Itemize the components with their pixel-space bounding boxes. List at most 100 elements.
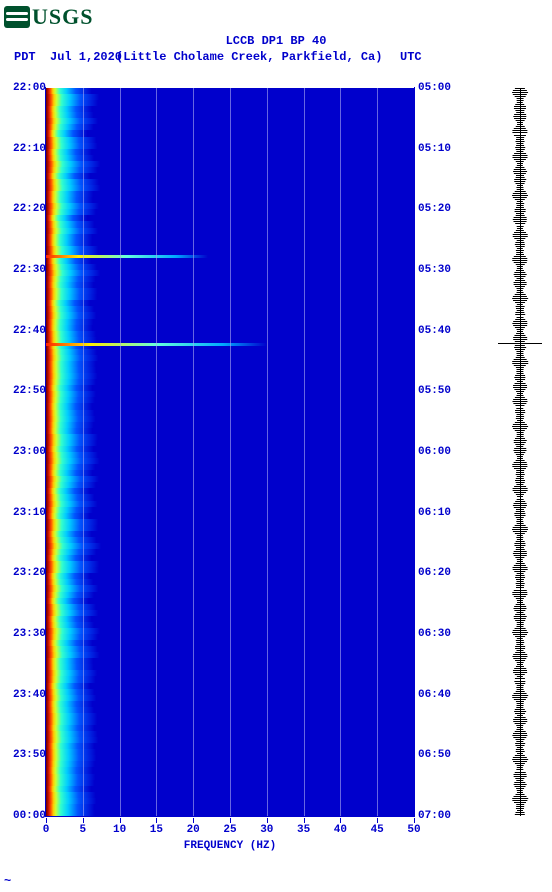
wf-sample xyxy=(514,782,525,783)
wf-sample xyxy=(516,729,523,730)
wf-sample xyxy=(517,290,523,291)
wf-sample xyxy=(515,223,525,224)
wf-sample xyxy=(516,691,525,692)
wf-sample xyxy=(517,310,524,311)
wf-sample xyxy=(517,278,524,279)
wf-sample xyxy=(513,553,527,554)
wf-sample xyxy=(517,373,524,374)
wf-sample xyxy=(516,470,524,471)
wf-sample xyxy=(512,592,527,593)
wf-sample xyxy=(517,432,524,433)
y-tick: 06:40 xyxy=(418,689,451,701)
wf-sample xyxy=(514,274,527,275)
wf-sample xyxy=(516,626,523,627)
wf-sample xyxy=(513,654,527,655)
wf-sample xyxy=(513,296,527,297)
wf-sample xyxy=(517,268,523,269)
header-pdt-label: PDT xyxy=(14,50,36,64)
wf-sample xyxy=(513,490,528,491)
wf-sample xyxy=(515,294,526,295)
wf-sample xyxy=(517,395,524,396)
wf-sample xyxy=(517,201,523,202)
wf-sample xyxy=(517,100,524,101)
wf-sample xyxy=(514,555,527,556)
wf-sample xyxy=(513,197,527,198)
wf-sample xyxy=(513,527,528,528)
wf-sample xyxy=(516,517,524,518)
wf-sample xyxy=(516,478,524,479)
wf-sample xyxy=(513,733,527,734)
wf-sample xyxy=(516,585,524,586)
x-tick-mark xyxy=(340,818,341,823)
y-tick: 23:00 xyxy=(13,446,46,458)
wf-sample xyxy=(516,149,525,150)
wf-sample xyxy=(516,367,524,368)
wf-sample xyxy=(512,656,527,657)
wf-sample xyxy=(515,648,525,649)
wf-sample xyxy=(514,359,527,360)
wf-sample xyxy=(515,674,525,675)
wf-sample xyxy=(516,177,525,178)
wf-sample xyxy=(514,565,526,566)
wf-sample xyxy=(516,575,525,576)
wf-sample xyxy=(516,812,525,813)
wf-sample xyxy=(514,462,527,463)
wf-sample xyxy=(515,755,525,756)
y-tick: 05:10 xyxy=(418,143,451,155)
wf-sample xyxy=(515,345,525,346)
wf-sample xyxy=(515,383,526,384)
x-tick: 45 xyxy=(371,824,384,836)
x-tick: 30 xyxy=(260,824,273,836)
x-tick: 5 xyxy=(79,824,86,836)
x-tick: 0 xyxy=(43,824,50,836)
wf-sample xyxy=(514,774,527,775)
wf-sample xyxy=(514,618,526,619)
wf-sample xyxy=(517,624,524,625)
wf-sample xyxy=(515,341,525,342)
y-tick: 05:20 xyxy=(418,203,451,215)
wf-sample xyxy=(512,426,528,427)
wf-sample xyxy=(515,525,526,526)
wf-sample xyxy=(512,258,527,259)
header-date: Jul 1,2020 xyxy=(50,50,122,64)
wf-sample xyxy=(514,606,526,607)
wf-sample xyxy=(516,751,525,752)
x-tick-mark xyxy=(267,818,268,823)
wf-sample xyxy=(512,466,527,467)
wf-sample xyxy=(513,672,527,673)
wf-sample xyxy=(516,126,525,127)
wf-sample xyxy=(517,573,524,574)
wf-spike xyxy=(498,343,542,344)
gridline-v xyxy=(377,88,378,816)
wf-sample xyxy=(517,499,524,500)
wf-sample xyxy=(517,767,523,768)
wf-sample xyxy=(514,616,527,617)
wf-sample xyxy=(515,302,525,303)
wf-sample xyxy=(516,252,523,253)
x-tick: 25 xyxy=(223,824,236,836)
x-tick: 15 xyxy=(150,824,163,836)
wf-sample xyxy=(516,454,524,455)
wf-sample xyxy=(512,260,527,261)
wf-sample xyxy=(514,551,527,552)
x-tick: 35 xyxy=(297,824,310,836)
wf-sample xyxy=(515,763,525,764)
wf-sample xyxy=(516,808,524,809)
wf-sample xyxy=(515,211,526,212)
wf-sample xyxy=(515,405,524,406)
wf-sample xyxy=(516,391,524,392)
wf-sample xyxy=(512,298,528,299)
axis-border-right xyxy=(414,87,415,817)
wf-sample xyxy=(516,203,524,204)
wf-sample xyxy=(514,681,525,682)
wf-sample xyxy=(516,745,525,746)
wf-sample xyxy=(513,634,527,635)
wf-sample xyxy=(515,772,526,773)
wf-sample xyxy=(514,545,525,546)
y-tick: 06:00 xyxy=(418,446,451,458)
wf-sample xyxy=(517,535,523,536)
spectrogram-canvas xyxy=(46,88,414,816)
wf-sample xyxy=(516,650,523,651)
wf-sample xyxy=(516,418,524,419)
wf-sample xyxy=(512,759,528,760)
